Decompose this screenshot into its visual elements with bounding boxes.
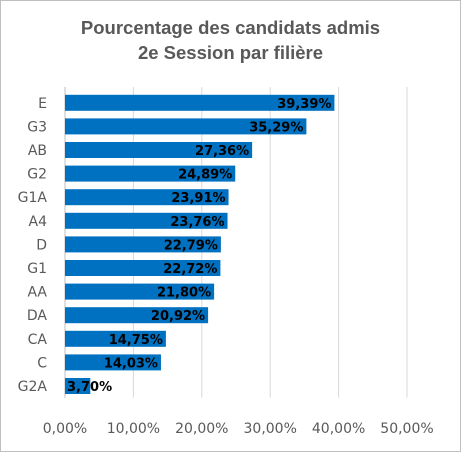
category-label-aa: AA [27, 285, 47, 301]
bar-ca [65, 330, 166, 347]
category-label-ab: AB [28, 143, 47, 159]
bar-e [65, 94, 335, 111]
chart-title: Pourcentage des candidats admis 2e Sessi… [0, 15, 461, 65]
category-label-d: D [36, 237, 47, 253]
x-tick-label-2: 20,00% [175, 421, 228, 437]
chart-title-line-2: 2e Session par filière [137, 42, 324, 63]
data-label-d: 22,79% [164, 238, 218, 253]
bar-d [65, 236, 221, 253]
category-label-g1: G1 [27, 261, 47, 277]
data-label-a4: 23,76% [170, 215, 224, 230]
data-label-g2: 24,89% [178, 168, 232, 183]
data-label-ab: 27,36% [195, 144, 249, 159]
data-label-g1: 22,72% [163, 262, 217, 277]
x-tick-label-1: 10,00% [107, 421, 160, 437]
bar-g1a [65, 189, 229, 206]
data-label-ca: 14,75% [109, 333, 163, 348]
category-label-g1a: G1A [18, 190, 48, 206]
bar-c [65, 354, 161, 371]
category-label-g2: G2 [27, 167, 47, 183]
category-label-g3: G3 [27, 119, 47, 135]
data-label-aa: 21,80% [157, 286, 211, 301]
chart-title-line-1: Pourcentage des candidats admis [80, 17, 381, 38]
data-label-g2a: 3,70% [67, 380, 112, 395]
bar-g2 [65, 165, 236, 182]
data-label-c: 14,03% [104, 356, 158, 371]
bar-g1 [65, 260, 221, 276]
bar-g2a [65, 378, 91, 394]
bar-a4 [65, 212, 228, 229]
data-label-g3: 35,29% [249, 120, 303, 135]
category-label-g2a: G2A [18, 379, 48, 395]
bar-aa [65, 283, 215, 300]
bar-da [65, 307, 209, 324]
bar-g3 [65, 118, 307, 135]
category-label-e: E [38, 96, 47, 112]
category-label-da: DA [27, 308, 48, 324]
bars [65, 94, 335, 394]
x-tick-label-0: 0,00% [43, 421, 87, 437]
x-tick-label-4: 40,00% [312, 421, 365, 437]
x-tick-label-5: 50,00% [380, 421, 433, 437]
data-label-da: 20,92% [151, 309, 205, 324]
data-label-g1a: 23,91% [171, 191, 225, 206]
data-label-e: 39,39% [277, 97, 331, 112]
x-tick-label-3: 30,00% [244, 421, 297, 437]
category-label-ca: CA [28, 332, 48, 348]
bar-ab [65, 142, 253, 158]
labels: E G3 AB G2 G1A A4 D G1 AA DA CA C G2A 39,39% 35,29%27,… [18, 96, 434, 437]
category-label-a4: A4 [29, 214, 48, 230]
category-label-c: C [37, 355, 47, 371]
